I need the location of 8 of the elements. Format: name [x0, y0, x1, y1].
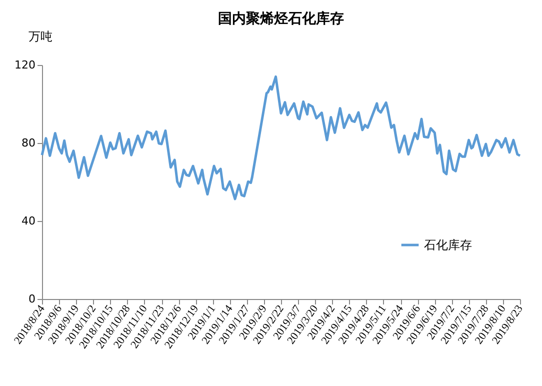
y-axis-title: 万吨 [28, 30, 52, 44]
legend-label: 石化库存 [424, 238, 472, 252]
y-tick-label: 0 [28, 292, 36, 306]
y-tick-label: 40 [22, 214, 36, 228]
chart-title: 国内聚烯烃石化库存 [218, 10, 344, 27]
line-series [40, 75, 522, 200]
y-tick-label: 80 [22, 136, 36, 150]
y-tick-label: 120 [14, 58, 36, 72]
